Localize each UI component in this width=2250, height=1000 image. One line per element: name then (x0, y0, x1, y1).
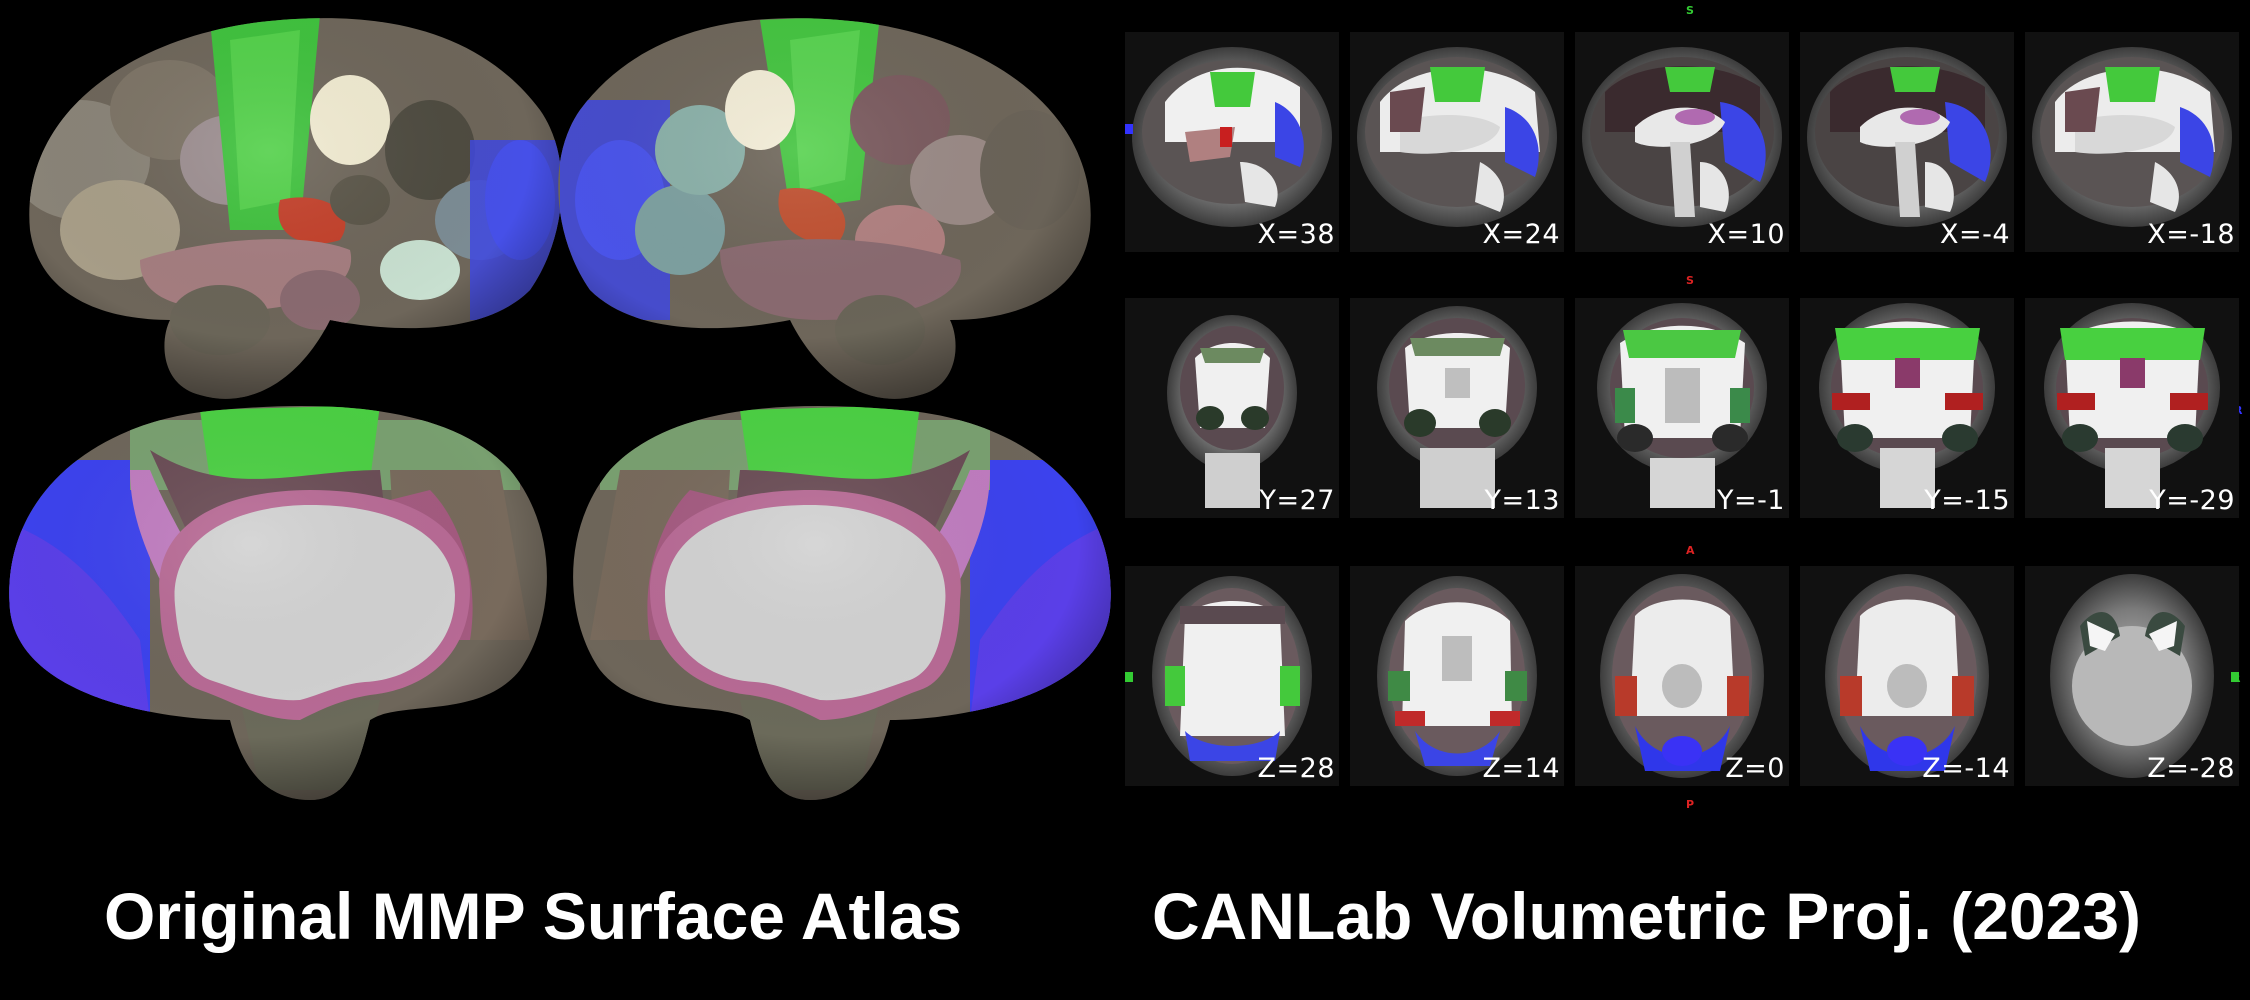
slice-coordinate-label: Y=-29 (2149, 485, 2235, 516)
right-lateral-hemisphere (558, 18, 1091, 399)
volumetric-projection-caption: CANLab Volumetric Proj. (2023) (1152, 879, 2142, 953)
axial-slice: Z=-28 (2025, 566, 2239, 786)
slice-coordinate-label: Y=13 (1484, 485, 1560, 516)
coronal-slice: Y=-29 (2025, 298, 2239, 518)
coronal-slice: Y=-1 (1575, 298, 1789, 518)
surface-atlas-caption: Original MMP Surface Atlas (104, 879, 963, 953)
coronal-slice: Y=-15 (1800, 298, 2014, 518)
orientation-marker-axial-bottom: P (1686, 798, 1695, 811)
orientation-marker-axial-top: A (1686, 544, 1695, 557)
slice-coordinate-label: Y=27 (1259, 485, 1335, 516)
left-lateral-hemisphere (29, 18, 562, 399)
orientation-marker-sagittal-top: S (1686, 4, 1694, 17)
right-medial-hemisphere (573, 406, 1111, 800)
axial-slice: Z=14 (1350, 566, 1564, 786)
axial-slice: Z=28 (1125, 566, 1339, 786)
slice-coordinate-label: X=-18 (2147, 219, 2235, 250)
orientation-marker-coronal-top: S (1686, 274, 1694, 287)
slice-coordinate-label: Z=-14 (1922, 753, 2010, 784)
sagittal-slice: X=24 (1350, 32, 1564, 252)
sagittal-slice: X=38 (1125, 32, 1339, 252)
slice-coordinate-label: X=10 (1707, 219, 1785, 250)
sagittal-slice: X=-4 (1800, 32, 2014, 252)
axial-slice: Z=-14 (1800, 566, 2014, 786)
slice-coordinate-label: Z=-28 (2147, 753, 2235, 784)
sagittal-slice: X=10 (1575, 32, 1789, 252)
axial-slice: Z=0 (1575, 566, 1789, 786)
left-medial-hemisphere (9, 406, 547, 800)
surface-atlas-panel (0, 0, 1120, 830)
slice-coordinate-label: X=38 (1257, 219, 1335, 250)
coronal-slice: Y=27 (1125, 298, 1339, 518)
volumetric-projection-panel: S S L R A P L R X=38 X=24 X=10 X=-4 X=-1… (1120, 0, 2250, 830)
slice-coordinate-label: Y=-1 (1716, 485, 1785, 516)
slice-coordinate-label: Y=-15 (1924, 485, 2010, 516)
slice-coordinate-label: X=-4 (1939, 219, 2010, 250)
slice-coordinate-label: Z=28 (1257, 753, 1335, 784)
coronal-slice: Y=13 (1350, 298, 1564, 518)
slice-coordinate-label: Z=14 (1482, 753, 1560, 784)
slice-coordinate-label: Z=0 (1725, 753, 1785, 784)
sagittal-slice: X=-18 (2025, 32, 2239, 252)
slice-coordinate-label: X=24 (1482, 219, 1560, 250)
